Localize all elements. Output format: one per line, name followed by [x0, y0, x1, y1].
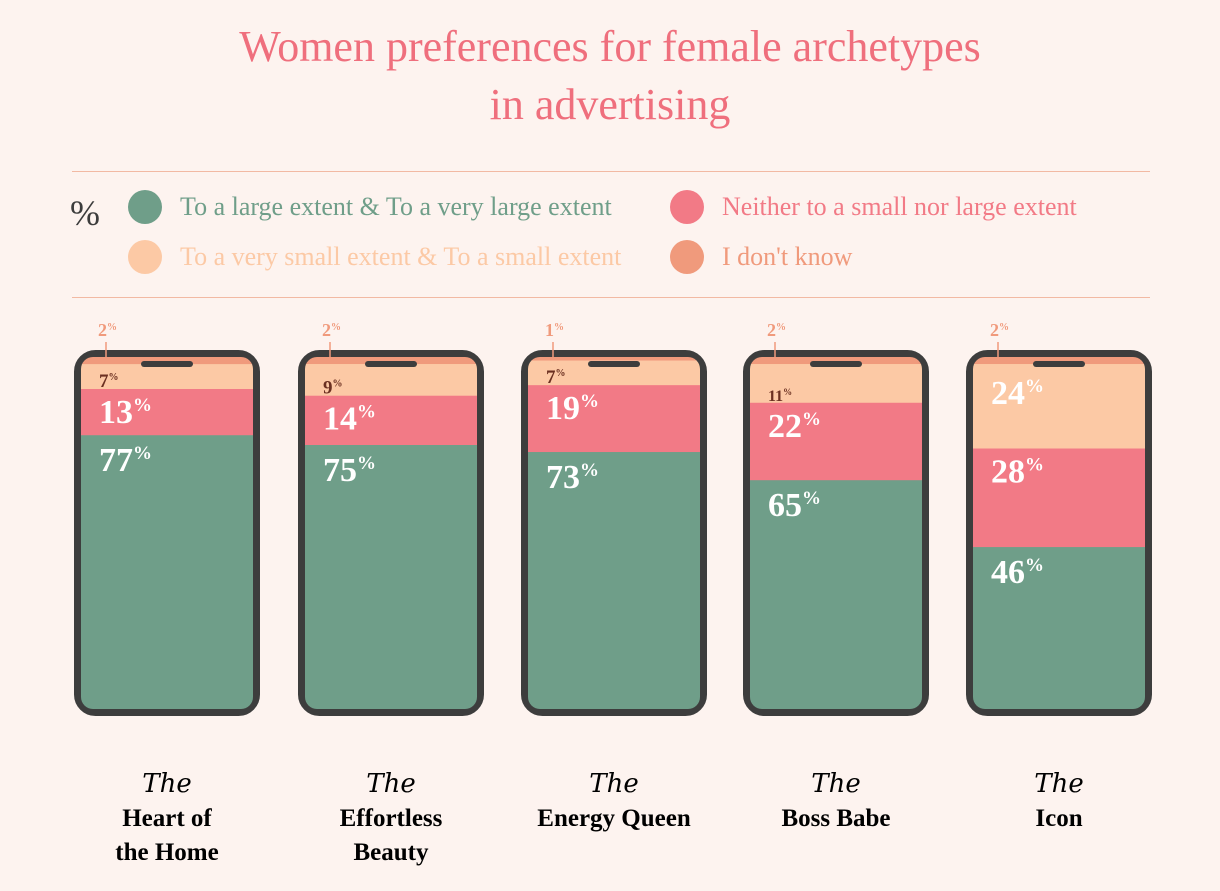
label-dont-know-the-icon: 2%: [990, 320, 1009, 340]
bar-large-extent-the-effortless-beauty: [305, 445, 477, 709]
caption-the-the-heart-of-the-home: The: [142, 769, 191, 799]
label-dont-know-the-energy-queen: 1%: [545, 320, 564, 340]
phone-the-energy-queen: 1% 7%19% 73% The Energy Queen: [521, 320, 707, 832]
bar-dont-know-the-icon: [973, 357, 1145, 365]
phone-speaker: [1033, 361, 1085, 367]
caption-name-the-icon-line-1: Icon: [1035, 805, 1082, 832]
label-large-extent-the-heart-of-the-home: 77%: [99, 442, 152, 479]
bar-small-extent-the-effortless-beauty: [305, 364, 477, 397]
label-large-extent-the-energy-queen: 73%: [546, 459, 599, 496]
legend-label-neither: Neither to a small nor large extent: [722, 192, 1077, 221]
legend-dot-dont-know: [670, 240, 704, 274]
label-large-extent-the-boss-babe: 65%: [768, 487, 821, 524]
bar-neither-the-effortless-beauty: [305, 395, 477, 446]
title-line-1: Women preferences for female archetypes: [239, 22, 981, 71]
label-neither-the-icon: 28%: [991, 454, 1044, 491]
bar-dont-know-the-energy-queen: [528, 357, 700, 362]
divider-top: [72, 171, 1150, 172]
bar-dont-know-the-boss-babe: [750, 357, 922, 365]
legend-dot-neither: [670, 190, 704, 224]
caption-name-the-heart-of-the-home-line-2: the Home: [115, 839, 218, 866]
bar-small-extent-the-boss-babe: [750, 364, 922, 404]
legend-label-small-extent: To a very small extent & To a small exte…: [180, 242, 622, 271]
legend-item-small-extent: To a very small extent & To a small exte…: [128, 240, 621, 274]
phone-speaker: [588, 361, 640, 367]
label-large-extent-the-icon: 46%: [991, 554, 1044, 591]
label-small-extent-the-effortless-beauty: 9%: [323, 378, 343, 399]
phone-speaker: [810, 361, 862, 367]
bar-neither-the-icon: [973, 448, 1145, 548]
title-line-2: in advertising: [489, 80, 731, 129]
phone-the-icon: 2% 24% 28% 46% The Icon: [966, 320, 1152, 832]
bar-small-extent-the-icon: [973, 364, 1145, 450]
divider-bottom: [72, 297, 1150, 298]
phone-speaker: [365, 361, 417, 367]
bar-small-extent-the-heart-of-the-home: [81, 364, 253, 390]
bar-large-extent-the-icon: [973, 547, 1145, 709]
label-neither-the-boss-babe: 22%: [768, 408, 821, 445]
label-large-extent-the-effortless-beauty: 75%: [323, 452, 376, 489]
caption-name-the-energy-queen-line-1: Energy Queen: [537, 805, 691, 832]
caption-the-the-energy-queen: The: [589, 769, 638, 799]
caption-name-the-effortless-beauty-line-1: Effortless: [340, 805, 443, 832]
label-small-extent-the-energy-queen: 7%: [546, 367, 566, 388]
phone-the-heart-of-the-home: 2% 7%13% 77% The Heart of the Home: [74, 320, 260, 866]
legend-item-large-extent: To a large extent & To a very large exte…: [128, 190, 612, 224]
caption-the-the-boss-babe: The: [811, 769, 860, 799]
phone-speaker: [141, 361, 193, 367]
chart-title: Women preferences for female archetypes …: [0, 18, 1220, 134]
label-dont-know-the-boss-babe: 2%: [767, 320, 786, 340]
bar-neither-the-energy-queen: [528, 385, 700, 453]
caption-name-the-effortless-beauty-line-2: Beauty: [354, 839, 430, 866]
legend-unit: %: [70, 193, 100, 233]
bar-dont-know-the-effortless-beauty: [305, 357, 477, 365]
caption-name-the-boss-babe-line-1: Boss Babe: [781, 805, 890, 832]
caption-name-the-heart-of-the-home-line-1: Heart of: [122, 805, 212, 832]
label-neither-the-heart-of-the-home: 13%: [99, 394, 152, 431]
bar-large-extent-the-boss-babe: [750, 480, 922, 709]
label-neither-the-effortless-beauty: 14%: [323, 401, 376, 438]
label-small-extent-the-heart-of-the-home: 7%: [99, 371, 119, 392]
caption-the-the-icon: The: [1034, 769, 1083, 799]
caption-the-the-effortless-beauty: The: [366, 769, 415, 799]
bar-large-extent-the-heart-of-the-home: [81, 435, 253, 709]
bar-neither-the-boss-babe: [750, 402, 922, 481]
label-dont-know-the-heart-of-the-home: 2%: [98, 320, 117, 340]
bar-large-extent-the-energy-queen: [528, 452, 700, 709]
label-small-extent-the-icon: 24%: [991, 375, 1044, 412]
label-small-extent-the-boss-babe: 11%: [768, 387, 792, 405]
bar-neither-the-heart-of-the-home: [81, 389, 253, 436]
phone-the-effortless-beauty: 2% 9%14% 75% The Effortless Beauty: [298, 320, 484, 866]
bar-dont-know-the-heart-of-the-home: [81, 357, 253, 365]
label-dont-know-the-effortless-beauty: 2%: [322, 320, 341, 340]
legend-label-dont-know: I don't know: [722, 242, 853, 271]
legend-item-dont-know: I don't know: [670, 240, 852, 274]
label-neither-the-energy-queen: 19%: [546, 390, 599, 427]
legend-item-neither: Neither to a small nor large extent: [670, 190, 1077, 224]
phone-the-boss-babe: 2% 11% 22% 65% The Boss Babe: [743, 320, 929, 832]
legend-dot-small-extent: [128, 240, 162, 274]
legend-label-large-extent: To a large extent & To a very large exte…: [180, 192, 612, 221]
legend-dot-large-extent: [128, 190, 162, 224]
